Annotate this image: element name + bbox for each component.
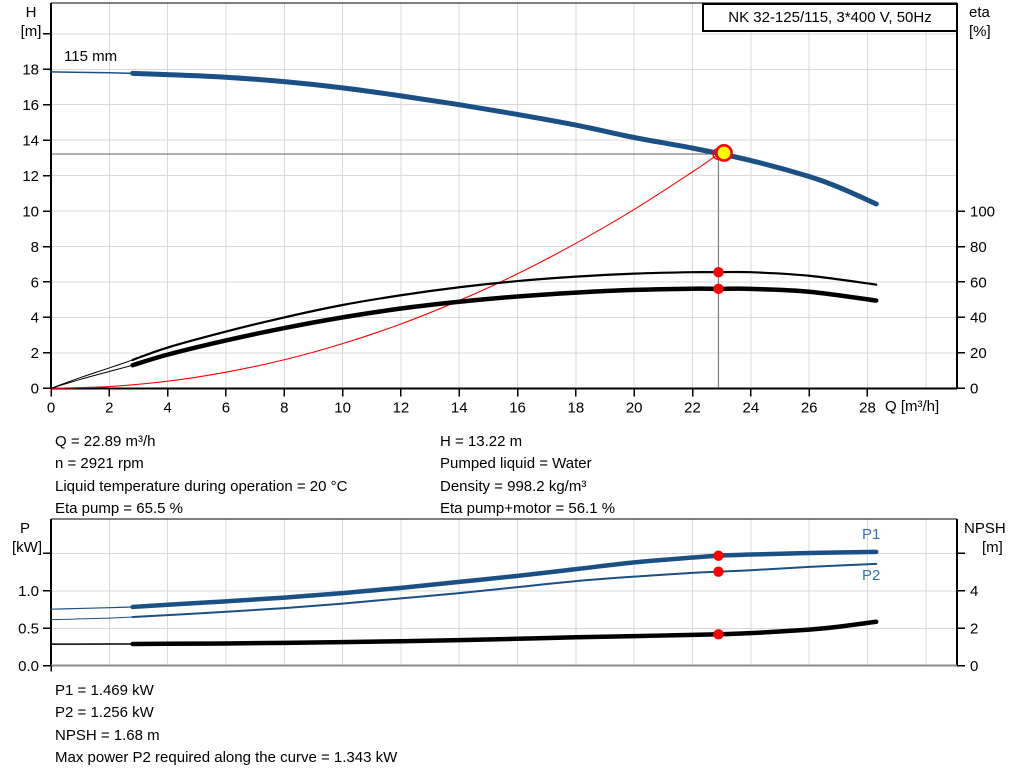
info-line-maxp: Max power P2 required along the curve = … xyxy=(55,748,398,766)
duty-dot xyxy=(713,550,724,561)
svg-text:0: 0 xyxy=(47,399,55,416)
duty-info-left: Q = 22.89 m³/h n = 2921 rpm Liquid tempe… xyxy=(55,431,347,520)
pump-title-box: NK 32-125/115, 3*400 V, 50Hz xyxy=(702,3,958,32)
svg-text:40: 40 xyxy=(970,310,987,327)
duty-dot xyxy=(713,566,724,577)
svg-text:24: 24 xyxy=(742,399,759,416)
svg-text:4: 4 xyxy=(970,583,978,600)
svg-text:14: 14 xyxy=(22,132,39,149)
info-line-p1: P1 = 1.469 kW xyxy=(55,682,154,699)
duty-dot xyxy=(713,267,724,278)
svg-text:12: 12 xyxy=(393,399,410,416)
svg-text:8: 8 xyxy=(280,399,288,416)
svg-text:22: 22 xyxy=(684,399,701,416)
duty-info-right: H = 13.22 m Pumped liquid = Water Densit… xyxy=(440,431,615,520)
svg-text:16: 16 xyxy=(22,97,39,114)
eta-pump-motor-curve xyxy=(50,286,879,389)
info-line-p2: P2 = 1.256 kW xyxy=(55,704,154,722)
p2-curve-label: P2 xyxy=(862,567,881,584)
info-line-temp: Liquid temperature during operation = 20… xyxy=(55,477,348,495)
power-npsh-chart-axes xyxy=(50,518,958,667)
qh-eta-chart-axes xyxy=(50,2,958,390)
svg-text:12: 12 xyxy=(22,168,39,185)
info-line-eta: Eta pump = 65.5 % xyxy=(55,499,183,517)
h-axis-label: H xyxy=(25,4,37,21)
svg-text:80: 80 xyxy=(970,239,987,256)
npsh-curve xyxy=(50,619,879,647)
p-axis-unit: [kW] xyxy=(12,539,42,556)
eta-axis-label: eta xyxy=(969,4,990,21)
svg-text:4: 4 xyxy=(31,310,39,327)
qh-eta-chart-grid xyxy=(51,3,957,389)
svg-text:28: 28 xyxy=(859,399,876,416)
svg-text:16: 16 xyxy=(509,399,526,416)
svg-text:2: 2 xyxy=(970,621,978,638)
pump-curve-115mm xyxy=(50,70,879,207)
svg-text:18: 18 xyxy=(568,399,585,416)
svg-text:2: 2 xyxy=(31,345,39,362)
info-line-h: H = 13.22 m xyxy=(440,433,523,450)
p2-curve xyxy=(50,562,878,621)
npsh-axis-unit: [m] xyxy=(982,539,1003,556)
svg-text:6: 6 xyxy=(31,274,39,291)
svg-text:0.5: 0.5 xyxy=(18,621,39,638)
info-line-q: Q = 22.89 m³/h xyxy=(55,433,156,450)
svg-text:10: 10 xyxy=(334,399,351,416)
svg-text:20: 20 xyxy=(626,399,643,416)
p-axis-label: P xyxy=(19,520,30,537)
impeller-size-label: 115 mm xyxy=(64,48,118,65)
eta-pump-curve xyxy=(50,270,878,389)
svg-text:14: 14 xyxy=(451,399,468,416)
info-line-density: Density = 998.2 kg/m³ xyxy=(440,477,587,495)
svg-text:10: 10 xyxy=(22,203,39,220)
svg-text:26: 26 xyxy=(801,399,818,416)
duty-dot xyxy=(713,629,724,640)
info-line-npsh: NPSH = 1.68 m xyxy=(55,726,160,744)
svg-text:8: 8 xyxy=(31,239,39,256)
svg-text:6: 6 xyxy=(222,399,230,416)
p1-curve-label: P1 xyxy=(862,526,881,543)
svg-text:0: 0 xyxy=(970,381,978,398)
svg-text:20: 20 xyxy=(970,345,987,362)
svg-text:60: 60 xyxy=(970,274,987,291)
info-line-liquid: Pumped liquid = Water xyxy=(440,455,592,473)
info-line-etamotor: Eta pump+motor = 56.1 % xyxy=(440,499,616,517)
svg-text:0: 0 xyxy=(970,658,978,675)
svg-text:0.0: 0.0 xyxy=(18,658,39,675)
svg-text:0: 0 xyxy=(31,381,39,398)
svg-text:2: 2 xyxy=(105,399,113,416)
svg-text:1.0: 1.0 xyxy=(18,583,39,600)
duty-point-marker xyxy=(715,144,733,162)
q-axis-label: Q [m³/h] xyxy=(885,398,940,415)
svg-text:4: 4 xyxy=(163,399,171,416)
power-npsh-chart-ticks: 0.0 0.5 1.0 0 2 4 xyxy=(18,552,978,675)
system-curve xyxy=(50,153,720,389)
svg-text:100: 100 xyxy=(970,203,995,220)
p1-curve xyxy=(50,549,879,610)
npsh-axis-label: NPSH xyxy=(964,520,1006,537)
power-info: P1 = 1.469 kW P2 = 1.256 kW NPSH = 1.68 … xyxy=(55,680,397,769)
info-line-n: n = 2921 rpm xyxy=(55,455,144,473)
eta-axis-unit: [%] xyxy=(969,23,991,40)
duty-dot xyxy=(713,283,724,295)
svg-text:18: 18 xyxy=(22,62,39,79)
h-axis-unit: [m] xyxy=(20,23,42,40)
power-npsh-chart: 0.0 0.5 1.0 0 2 4 xyxy=(18,518,978,675)
